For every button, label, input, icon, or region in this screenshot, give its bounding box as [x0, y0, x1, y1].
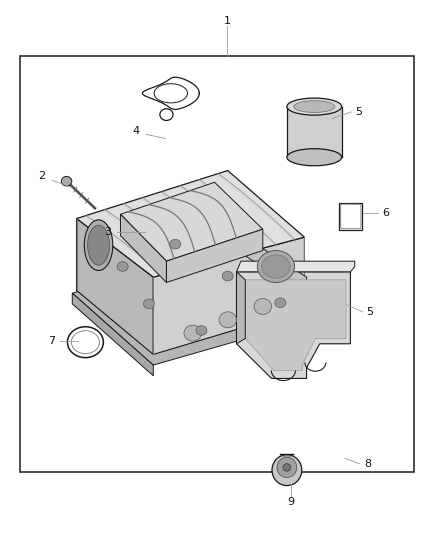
Text: 8: 8 [364, 459, 371, 469]
Polygon shape [237, 261, 355, 272]
Ellipse shape [196, 326, 207, 335]
Polygon shape [120, 214, 166, 282]
Bar [339, 203, 362, 230]
Polygon shape [245, 280, 346, 370]
Ellipse shape [170, 239, 180, 249]
Polygon shape [237, 272, 245, 344]
Bar [20, 56, 414, 472]
Polygon shape [120, 182, 263, 261]
Ellipse shape [287, 98, 342, 115]
Ellipse shape [61, 176, 72, 186]
Polygon shape [77, 219, 153, 354]
Ellipse shape [84, 220, 113, 271]
Polygon shape [72, 293, 153, 376]
Bar [287, 107, 342, 157]
Ellipse shape [184, 325, 201, 341]
Text: 2: 2 [38, 171, 45, 181]
Ellipse shape [88, 225, 110, 265]
Ellipse shape [223, 271, 233, 281]
Polygon shape [77, 245, 304, 354]
Text: 9: 9 [288, 497, 295, 507]
Ellipse shape [272, 455, 302, 486]
Ellipse shape [219, 312, 237, 328]
Ellipse shape [275, 298, 286, 308]
Ellipse shape [257, 251, 294, 282]
Ellipse shape [144, 299, 154, 309]
Polygon shape [166, 229, 263, 282]
Text: 1: 1 [223, 17, 230, 26]
Ellipse shape [261, 255, 290, 278]
Text: 3: 3 [104, 227, 111, 237]
Text: 5: 5 [367, 307, 374, 317]
Ellipse shape [283, 464, 291, 471]
Polygon shape [245, 237, 307, 296]
Ellipse shape [254, 298, 272, 314]
Text: 7: 7 [48, 336, 55, 346]
Polygon shape [72, 248, 311, 365]
Ellipse shape [294, 101, 335, 112]
Polygon shape [153, 237, 304, 354]
Text: 4: 4 [132, 126, 139, 135]
Polygon shape [77, 171, 304, 277]
Ellipse shape [117, 262, 128, 271]
Ellipse shape [277, 457, 297, 478]
Polygon shape [237, 272, 350, 378]
Text: 6: 6 [382, 208, 389, 218]
Ellipse shape [287, 149, 342, 166]
Text: 5: 5 [356, 107, 363, 117]
